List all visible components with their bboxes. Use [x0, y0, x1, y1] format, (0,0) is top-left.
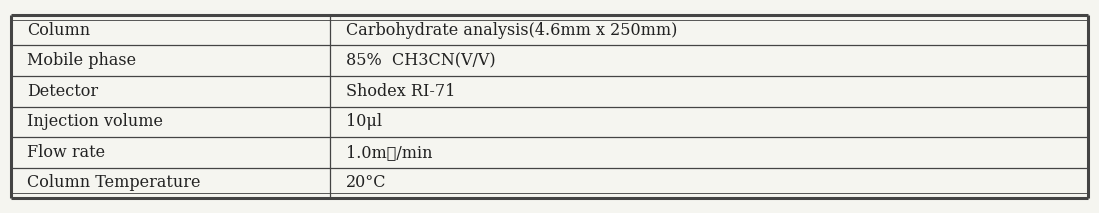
Text: Shodex RI-71: Shodex RI-71: [346, 83, 456, 100]
Text: Column: Column: [27, 22, 90, 39]
Text: 10μl: 10μl: [346, 113, 382, 130]
Text: Mobile phase: Mobile phase: [27, 52, 136, 69]
Text: Injection volume: Injection volume: [27, 113, 164, 130]
Text: 1.0mℓ/min: 1.0mℓ/min: [346, 144, 433, 161]
Text: Column Temperature: Column Temperature: [27, 174, 201, 191]
Text: Carbohydrate analysis(4.6mm x 250mm): Carbohydrate analysis(4.6mm x 250mm): [346, 22, 678, 39]
Text: Detector: Detector: [27, 83, 99, 100]
Text: Flow rate: Flow rate: [27, 144, 106, 161]
Text: 85%  CH3CN(V/V): 85% CH3CN(V/V): [346, 52, 496, 69]
Text: 20°C: 20°C: [346, 174, 387, 191]
